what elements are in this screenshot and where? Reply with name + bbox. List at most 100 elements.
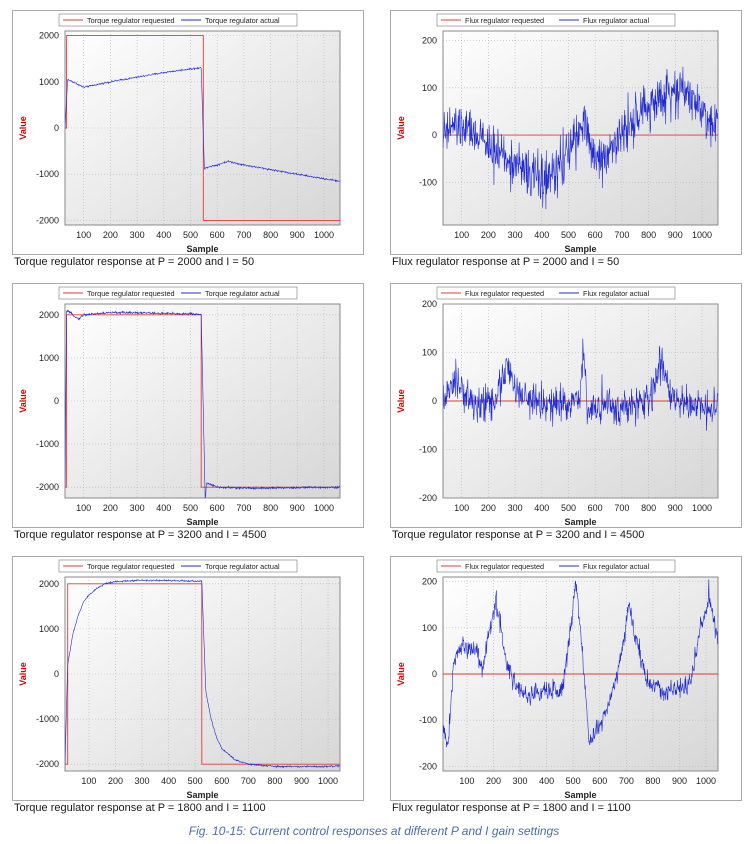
x-tick-label: 700 (241, 776, 256, 786)
y-tick-label: -100 (419, 177, 437, 187)
x-axis-label: Sample (564, 517, 596, 527)
legend-box (436, 559, 676, 573)
chart-svg: 100 200 300 400 500 600 700 800 900 1000 -2000 -100… (18, 559, 341, 800)
x-tick-label: 100 (76, 503, 91, 513)
x-tick-label: 500 (183, 230, 198, 240)
y-axis-label: Value (396, 389, 406, 413)
chart-caption: Torque regulator response at P = 2000 an… (14, 256, 255, 268)
chart-svg: 100 200 300 400 500 600 700 800 900 1000 -100 0 100 2… (396, 13, 719, 254)
x-tick-label: 1000 (314, 230, 334, 240)
x-tick-label: 500 (561, 230, 576, 240)
legend-box (436, 13, 676, 27)
x-tick-label: 100 (76, 230, 91, 240)
legend: Torque regulator requested Torque regulat… (58, 13, 298, 27)
legend-label: Flux regulator actual (583, 289, 649, 298)
x-axis-label: Sample (186, 244, 218, 254)
y-tick-label: -2000 (36, 215, 59, 225)
legend-box (58, 13, 298, 27)
legend-label: Torque regulator requested (87, 289, 175, 298)
x-tick-label: 700 (619, 776, 634, 786)
x-tick-label: 300 (130, 230, 145, 240)
y-tick-label: 1000 (39, 77, 59, 87)
x-tick-label: 400 (534, 503, 549, 513)
y-tick-label: 0 (432, 669, 437, 679)
y-tick-label: 100 (422, 348, 437, 358)
legend-label: Torque regulator actual (205, 289, 280, 298)
y-tick-label: 0 (54, 669, 59, 679)
legend-label: Flux regulator requested (465, 16, 544, 25)
x-axis-label: Sample (186, 790, 218, 800)
y-tick-label: -100 (419, 715, 437, 725)
x-tick-label: 800 (641, 230, 656, 240)
x-tick-label: 1000 (692, 503, 712, 513)
legend-box (436, 286, 676, 300)
legend: Flux regulator requested Flux regulator a… (436, 286, 676, 300)
chart-caption: Torque regulator response at P = 3200 an… (14, 529, 267, 541)
x-tick-label: 700 (614, 230, 629, 240)
x-tick-label: 200 (481, 230, 496, 240)
chart-caption: Flux regulator response at P = 1800 and … (392, 802, 631, 814)
x-tick-label: 900 (672, 776, 687, 786)
chart-svg: 100 200 300 400 500 600 700 800 900 1000 -200 -100 0… (396, 286, 719, 527)
y-tick-label: 1000 (39, 624, 59, 634)
legend-label: Torque regulator actual (205, 16, 280, 25)
x-tick-label: 1000 (696, 776, 716, 786)
y-tick-label: -200 (419, 761, 437, 771)
series-actual-line (443, 338, 718, 431)
x-tick-label: 100 (81, 776, 96, 786)
y-tick-label: -1000 (36, 714, 59, 724)
y-tick-label: -1000 (36, 169, 59, 179)
y-axis-label: Value (396, 116, 406, 140)
x-tick-label: 200 (108, 776, 123, 786)
legend-label: Torque regulator actual (205, 562, 280, 571)
x-tick-label: 900 (668, 503, 683, 513)
y-tick-label: -1000 (36, 439, 59, 449)
series-requested-line (65, 583, 340, 765)
x-axis-label: Sample (564, 244, 596, 254)
x-tick-label: 800 (263, 503, 278, 513)
x-tick-label: 900 (668, 230, 683, 240)
y-tick-label: -2000 (36, 759, 59, 769)
x-tick-label: 500 (566, 776, 581, 786)
series-actual-line (443, 66, 718, 210)
y-tick-label: 2000 (39, 310, 59, 320)
y-tick-label: -100 (419, 445, 437, 455)
x-tick-label: 600 (214, 776, 229, 786)
x-tick-label: 500 (561, 503, 576, 513)
legend-label: Torque regulator requested (87, 16, 175, 25)
x-tick-label: 1000 (318, 776, 338, 786)
x-tick-label: 200 (486, 776, 501, 786)
x-tick-label: 300 (130, 503, 145, 513)
x-tick-label: 1000 (314, 503, 334, 513)
x-tick-label: 800 (267, 776, 282, 786)
x-tick-label: 200 (103, 503, 118, 513)
x-tick-label: 400 (534, 230, 549, 240)
x-tick-label: 900 (294, 776, 309, 786)
chart-panel-3: 100 200 300 400 500 600 700 800 900 1000 -2000 -100… (12, 283, 364, 528)
y-tick-label: 200 (422, 577, 437, 587)
series-actual-line (65, 309, 340, 498)
y-tick-label: 0 (54, 123, 59, 133)
x-axis-label: Sample (564, 790, 596, 800)
legend-box (58, 286, 298, 300)
x-tick-label: 100 (454, 503, 469, 513)
chart-panel-6: 100 200 300 400 500 600 700 800 900 1000 -200 -100 0… (390, 556, 742, 801)
chart-caption: Torque regulator response at P = 1800 an… (14, 802, 266, 814)
chart-panel-2: 100 200 300 400 500 600 700 800 900 1000 -100 0 100 2… (390, 10, 742, 255)
x-tick-label: 700 (236, 230, 251, 240)
legend-box (58, 559, 298, 573)
legend-label: Flux regulator requested (465, 562, 544, 571)
x-tick-label: 800 (645, 776, 660, 786)
chart-svg: 100 200 300 400 500 600 700 800 900 1000 -200 -100 0… (396, 559, 719, 800)
y-tick-label: -200 (419, 493, 437, 503)
x-tick-label: 200 (103, 230, 118, 240)
x-tick-label: 400 (539, 776, 554, 786)
legend-label: Torque regulator requested (87, 562, 175, 571)
legend-label: Flux regulator actual (583, 562, 649, 571)
y-tick-label: 200 (422, 35, 437, 45)
plot-area (64, 30, 341, 226)
y-tick-label: 0 (54, 396, 59, 406)
figure-caption: Fig. 10-15: Current control responses at… (188, 824, 560, 838)
y-tick-label: 100 (422, 623, 437, 633)
y-tick-label: 200 (422, 299, 437, 309)
